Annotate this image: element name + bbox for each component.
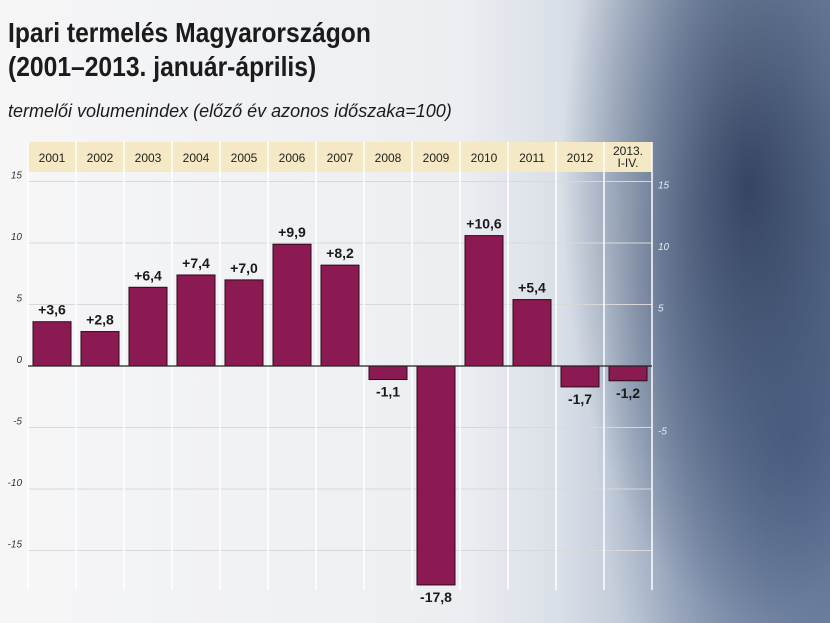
- y-tick-label-left: 5: [16, 294, 22, 305]
- bar: [560, 365, 600, 388]
- category-label: 2005: [231, 151, 258, 165]
- category-label: 2007: [327, 151, 354, 165]
- category-label: 2011: [519, 151, 545, 165]
- bar: [608, 365, 648, 382]
- y-tick-label-left: 15: [11, 171, 23, 182]
- bar: [128, 286, 168, 367]
- category-label: 2002: [87, 151, 114, 165]
- bar: [368, 365, 408, 381]
- bar: [320, 264, 360, 367]
- category-label: 2003: [135, 151, 162, 165]
- bar: [416, 365, 456, 586]
- bar: [512, 299, 552, 367]
- y-tick-label-right: 5: [658, 304, 664, 315]
- category-label: 2013. I-IV.: [613, 144, 643, 170]
- chart-title: Ipari termelés Magyarországon (2001–2013…: [8, 16, 371, 84]
- title-line-1: Ipari termelés Magyarországon: [8, 17, 371, 48]
- data-label: -1,1: [376, 384, 400, 400]
- data-label: -1,7: [568, 391, 592, 407]
- data-label: +9,9: [278, 224, 306, 240]
- y-tick-label-right: 10: [658, 242, 670, 253]
- bar: [224, 279, 264, 367]
- y-tick-label-left: -5: [13, 417, 22, 428]
- category-label: 2004: [183, 151, 210, 165]
- bar: [176, 274, 216, 367]
- data-label: +7,4: [182, 255, 210, 271]
- y-tick-label-left: 0: [16, 355, 22, 366]
- bar: [464, 235, 504, 367]
- y-tick-label-left: 10: [11, 232, 23, 243]
- chart-subtitle: termelői volumenindex (előző év azonos i…: [8, 101, 452, 121]
- y-tick-label-right: 15: [658, 181, 670, 192]
- category-label: 2009: [423, 151, 450, 165]
- y-tick-label-left: -10: [8, 478, 23, 489]
- category-label: 2012: [567, 151, 594, 165]
- data-label: +6,4: [134, 267, 162, 283]
- data-label: +8,2: [326, 245, 354, 261]
- data-label: +2,8: [86, 312, 114, 328]
- year-header-band: [28, 142, 652, 172]
- bar: [80, 331, 120, 367]
- category-label: 2010: [471, 151, 498, 165]
- category-label: 2001: [39, 151, 66, 165]
- background-photo: [560, 0, 830, 623]
- category-label: 2008: [375, 151, 402, 165]
- y-tick-label-left: -15: [8, 540, 23, 551]
- data-label: -17,8: [420, 589, 452, 605]
- data-label: +3,6: [38, 302, 66, 318]
- data-label: +5,4: [518, 280, 546, 296]
- bar: [32, 321, 72, 367]
- data-label: +10,6: [466, 216, 502, 232]
- title-line-2: (2001–2013. január-április): [8, 51, 317, 82]
- bar: [272, 243, 312, 367]
- category-label: 2006: [279, 151, 306, 165]
- data-label: +7,0: [230, 260, 258, 276]
- data-label: -1,2: [616, 385, 640, 401]
- y-tick-label-right: -5: [658, 427, 667, 438]
